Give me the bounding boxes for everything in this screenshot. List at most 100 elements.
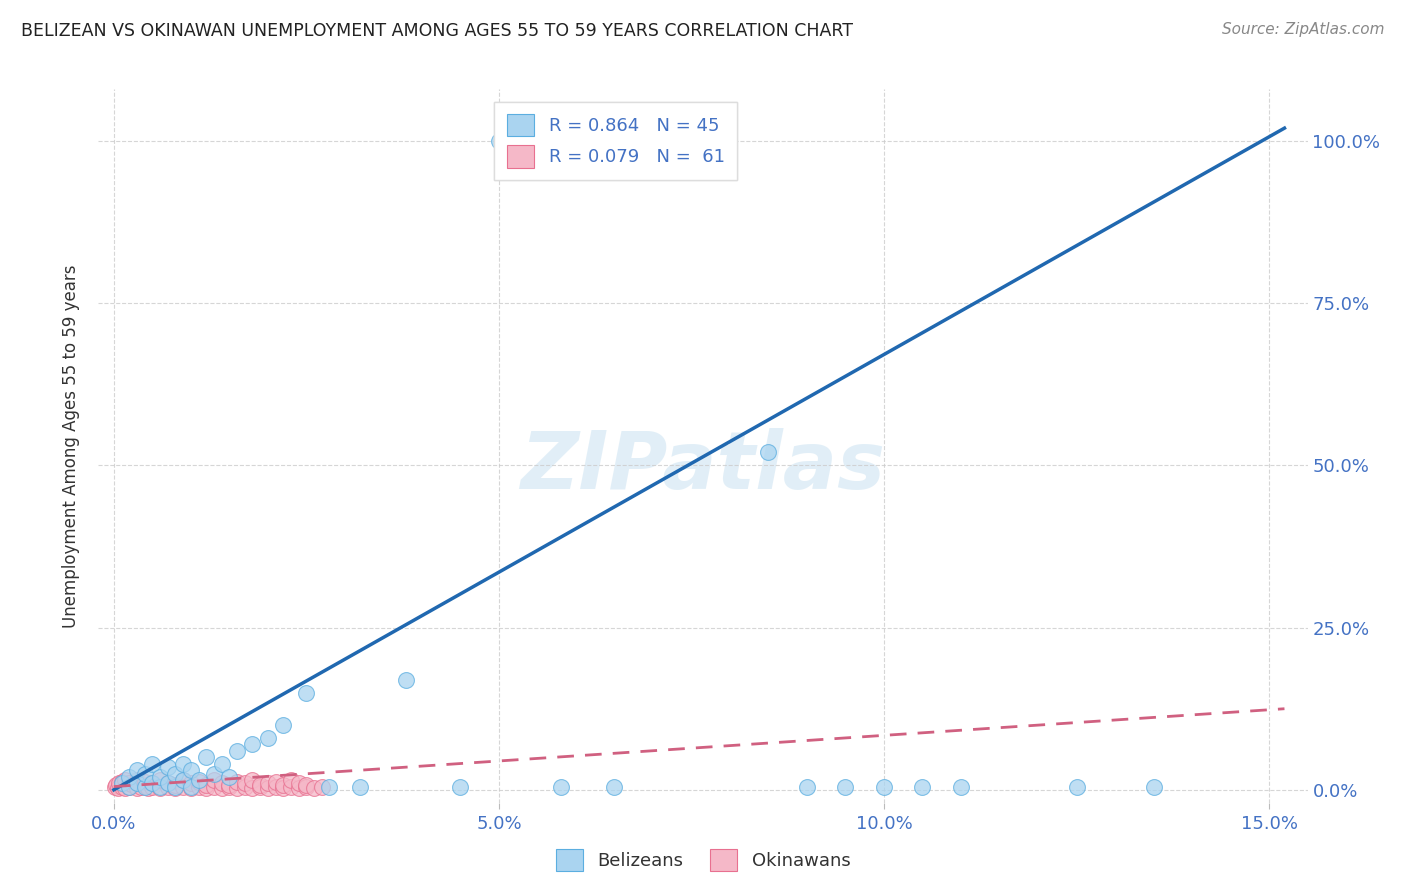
Point [249,778,271,792]
Text: BELIZEAN VS OKINAWAN UNEMPLOYMENT AMONG AGES 55 TO 59 YEARS CORRELATION CHART: BELIZEAN VS OKINAWAN UNEMPLOYMENT AMONG … [21,22,853,40]
Point [172,773,194,788]
Point [105,778,128,792]
Point [395,673,418,687]
Point [114,773,136,788]
Point [257,780,280,795]
Point [165,780,187,795]
Point [287,780,309,795]
Point [271,780,294,795]
Point [271,718,294,732]
Point [180,776,202,790]
Point [156,776,179,790]
Point [104,780,127,794]
Point [110,780,132,794]
Point [202,780,225,794]
Point [295,778,318,792]
Point [195,750,218,764]
Point [295,780,318,794]
Point [134,766,156,780]
Point [271,778,294,792]
Point [226,744,249,758]
Point [287,776,309,790]
Point [180,780,202,795]
Point [211,756,233,771]
Point [311,780,333,794]
Point [141,780,163,794]
Point [249,780,271,794]
Point [911,780,934,794]
Legend: Belizeans, Okinawans: Belizeans, Okinawans [548,842,858,879]
Point [125,780,148,795]
Point [195,780,218,795]
Point [264,780,287,794]
Text: ZIPatlas: ZIPatlas [520,428,886,507]
Point [107,780,129,795]
Point [110,775,132,789]
Legend: R = 0.864   N = 45, R = 0.079   N =  61: R = 0.864 N = 45, R = 0.079 N = 61 [495,102,737,180]
Point [134,780,156,794]
Point [873,780,896,794]
Point [187,773,209,788]
Point [180,780,202,794]
Point [834,780,856,794]
Point [172,756,194,771]
Point [488,134,510,148]
Point [211,780,233,795]
Point [156,780,179,794]
Point [603,780,626,794]
Point [796,780,818,794]
Point [280,773,302,788]
Point [1142,780,1164,794]
Point [950,780,973,794]
Point [233,776,256,790]
Point [257,776,280,790]
Point [134,778,156,792]
Point [280,780,302,794]
Point [449,780,471,794]
Text: Source: ZipAtlas.com: Source: ZipAtlas.com [1222,22,1385,37]
Point [122,778,145,792]
Point [295,685,318,699]
Point [141,756,163,771]
Point [118,780,141,794]
Point [118,770,141,784]
Point [758,445,780,459]
Point [149,770,172,784]
Point [165,780,187,794]
Point [526,134,548,148]
Point [138,780,160,795]
Point [242,773,264,788]
Point [149,780,172,794]
Point [108,776,131,790]
Point [134,775,156,789]
Point [226,775,249,789]
Point [218,770,240,784]
Point [242,738,264,752]
Point [156,760,179,774]
Point [233,780,256,794]
Point [195,778,218,792]
Point [141,776,163,790]
Point [187,775,209,789]
Point [318,780,340,794]
Point [202,766,225,780]
Point [125,764,148,778]
Point [302,780,325,795]
Point [110,776,132,790]
Point [156,776,179,790]
Point [1066,780,1088,794]
Point [149,773,172,788]
Point [349,780,371,794]
Point [125,773,148,788]
Point [118,780,141,794]
Point [202,773,225,788]
Point [141,776,163,790]
Point [264,775,287,789]
Point [165,778,187,792]
Point [114,780,136,795]
Point [242,780,264,795]
Point [172,780,194,794]
Point [226,780,249,795]
Point [165,766,187,780]
Point [550,780,572,794]
